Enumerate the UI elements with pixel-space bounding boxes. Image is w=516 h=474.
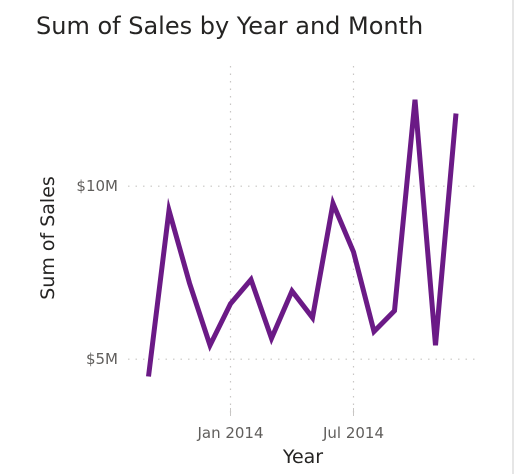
series-lines — [146, 99, 459, 377]
series-line — [146, 99, 459, 377]
x-axis-title: Year — [282, 446, 323, 468]
y-tick-label: $10M — [76, 177, 118, 195]
chart-title: Sum of Sales by Year and Month — [36, 12, 424, 40]
x-tick-label: Jul 2014 — [322, 424, 384, 442]
x-tick-label: Jan 2014 — [196, 424, 263, 442]
y-tick-label: $5M — [86, 350, 118, 368]
y-axis-title: Sum of Sales — [37, 176, 59, 300]
grid-lines — [128, 66, 478, 416]
axis-labels: $5M $10M Jan 2014 Jul 2014 — [76, 177, 384, 442]
